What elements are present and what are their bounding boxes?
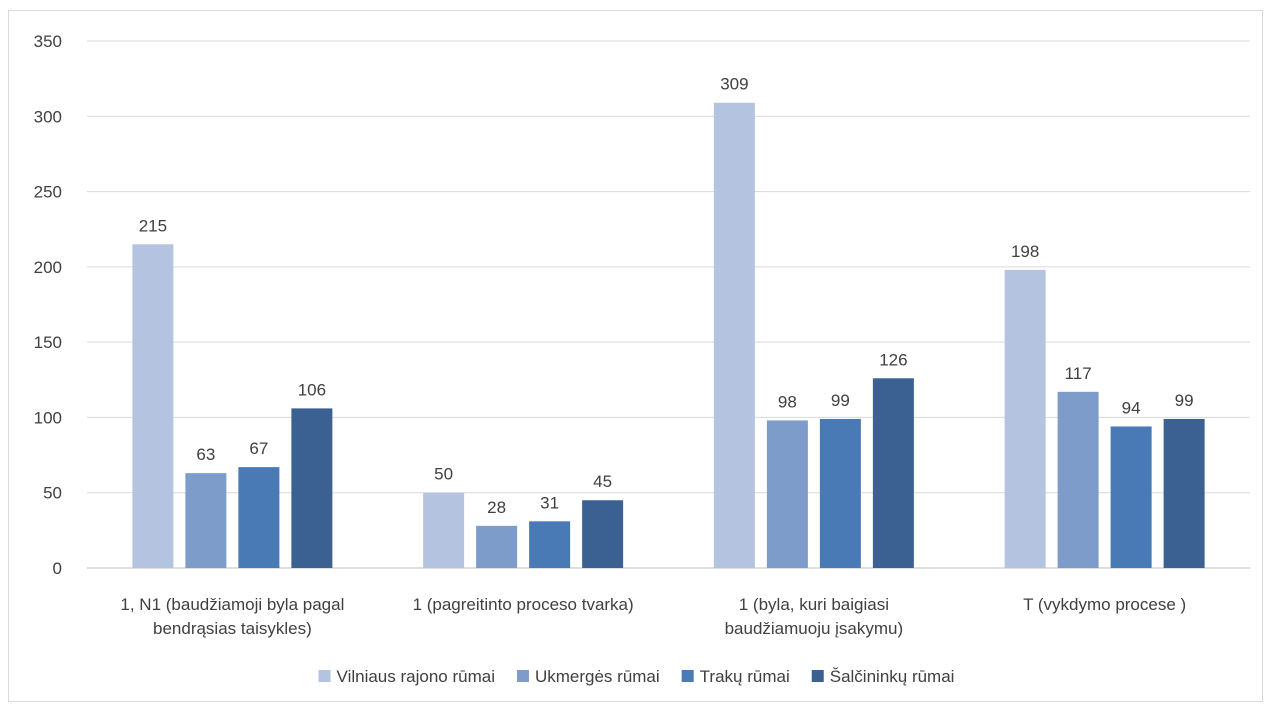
data-label: 106 — [298, 380, 326, 399]
bar — [132, 244, 174, 568]
bar — [819, 418, 861, 568]
bar — [529, 521, 571, 568]
legend-label: Trakų rūmai — [700, 667, 790, 686]
bar — [766, 420, 808, 568]
bar — [185, 473, 227, 568]
data-label: 198 — [1011, 242, 1039, 261]
data-label: 309 — [720, 75, 748, 94]
data-label: 31 — [540, 493, 559, 512]
data-label: 99 — [1175, 391, 1194, 410]
x-tick-label: bendrąsias taisykles) — [153, 619, 312, 638]
bar — [713, 102, 755, 568]
y-tick-label: 300 — [34, 107, 62, 126]
y-tick-label: 350 — [34, 32, 62, 51]
bar — [1004, 269, 1046, 568]
legend-label: Ukmergės rūmai — [535, 667, 660, 686]
bar — [1163, 418, 1205, 568]
data-label: 99 — [831, 391, 850, 410]
legend-swatch — [681, 670, 694, 682]
data-label: 45 — [593, 472, 612, 491]
y-tick-label: 0 — [53, 559, 62, 578]
x-tick-label: baudžiamuoju įsakymu) — [725, 619, 904, 638]
data-label: 28 — [487, 498, 506, 517]
bar — [476, 525, 518, 568]
legend-swatch — [811, 670, 824, 682]
bar — [291, 408, 333, 568]
legend-label: Šalčininkų rūmai — [830, 667, 955, 686]
bar — [1057, 391, 1099, 568]
bar — [238, 467, 280, 568]
data-label: 117 — [1065, 364, 1092, 383]
data-label: 126 — [879, 350, 907, 369]
x-tick-label: T (vykdymo procese ) — [1023, 595, 1186, 614]
x-tick-label: 1 (byla, kuri baigiasi — [739, 595, 889, 614]
chart-frame — [8, 10, 1263, 702]
data-label: 50 — [434, 465, 453, 484]
bar — [582, 500, 624, 568]
y-tick-label: 250 — [34, 183, 62, 202]
legend-label: Vilniaus rajono rūmai — [337, 667, 495, 686]
data-label: 94 — [1122, 398, 1141, 417]
data-label: 215 — [139, 216, 167, 235]
bar — [423, 492, 465, 568]
y-tick-label: 50 — [43, 484, 62, 503]
data-label: 98 — [778, 392, 797, 411]
y-tick-label: 100 — [34, 408, 62, 427]
bar — [872, 378, 914, 568]
x-tick-label: 1, N1 (baudžiamoji byla pagal — [120, 595, 344, 614]
data-label: 67 — [249, 439, 268, 458]
x-tick-label: 1 (pagreitinto proceso tvarka) — [413, 595, 634, 614]
data-label: 63 — [196, 445, 215, 464]
y-tick-label: 150 — [34, 333, 62, 352]
legend-swatch — [318, 670, 331, 682]
bar — [1110, 426, 1152, 568]
legend-swatch — [516, 670, 529, 682]
y-tick-label: 200 — [34, 258, 62, 277]
